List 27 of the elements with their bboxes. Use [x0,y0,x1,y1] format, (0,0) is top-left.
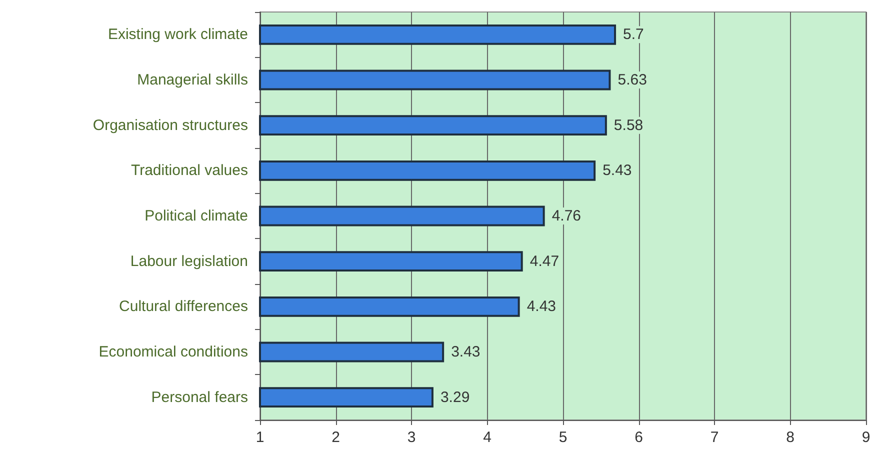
data-label: 4.43 [526,298,556,316]
data-label: 4.47 [530,252,560,270]
y-tick-label: Existing work climate [108,26,248,44]
y-tick-label: Labour legislation [130,252,248,270]
x-tick-label: 3 [407,429,416,446]
x-tick-label: 1 [256,429,264,446]
x-tick-label: 8 [786,429,794,446]
data-label: 5.7 [623,26,644,44]
y-tick-label: Political climate [144,208,248,224]
y-tick-label: Organisation structures [92,116,248,134]
x-tick-label: 6 [634,429,643,446]
data-label: 4.76 [552,208,582,224]
x-tick-label: 4 [483,429,492,446]
data-label: 5.58 [614,116,644,134]
y-tick-label: Managerial skills [137,72,248,88]
y-tick-label: Cultural differences [119,298,248,316]
data-label: 3.29 [440,388,470,406]
x-tick-label: 2 [332,429,340,446]
data-label: 5.43 [602,162,632,180]
data-label: 3.43 [451,344,480,360]
y-tick-label: Personal fears [151,388,248,406]
y-tick-label: Traditional values [130,162,248,180]
x-tick-label: 7 [710,429,719,446]
x-tick-label: 5 [558,429,568,446]
y-tick-label: Economical conditions [98,344,248,360]
x-tick-label: 9 [862,429,870,446]
data-label: 5.63 [618,72,647,88]
